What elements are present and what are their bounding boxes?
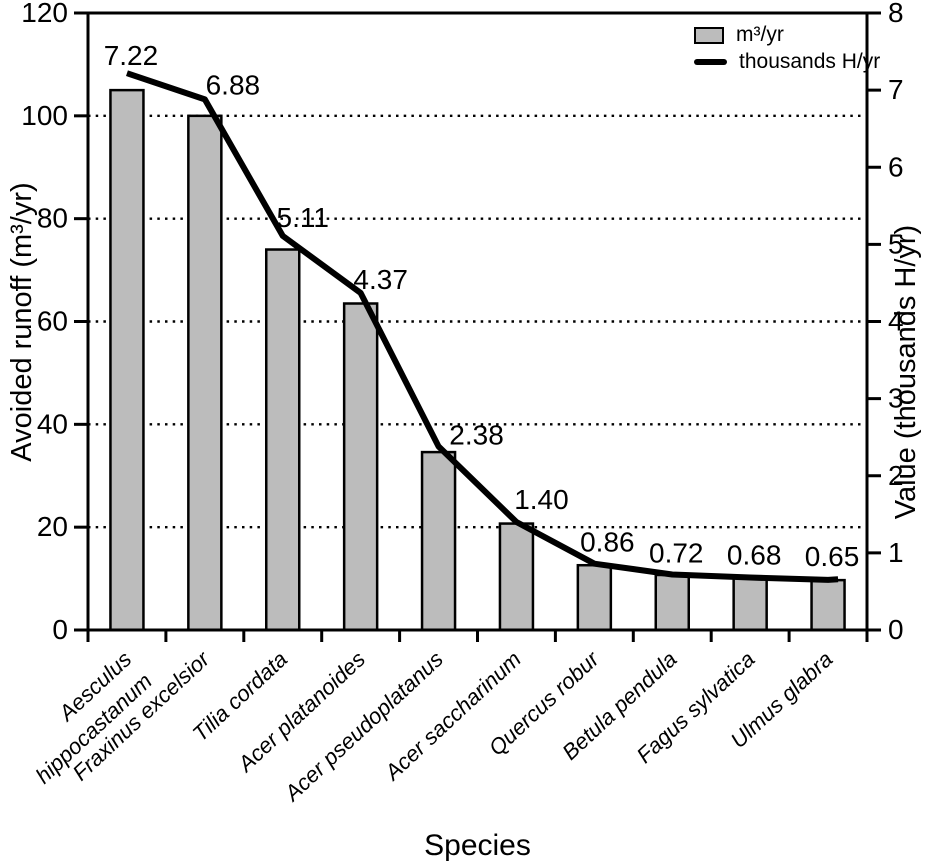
bar [576,563,613,632]
left-axis-tick-label: 100 [21,100,68,131]
legend-label-line-series: thousands H/yr [739,50,881,73]
data-point-label: 0.86 [580,527,635,558]
left-axis-tick-label: 60 [37,306,68,337]
x-category-label-line: Acer saccharinum [379,646,526,786]
trend-line [125,70,839,583]
data-point-label: 1.40 [514,484,569,515]
data-point-label: 0.65 [805,541,860,572]
x-axis-title: Species [424,829,531,862]
bar [498,522,535,632]
data-point-label: 5.11 [277,202,329,233]
bar-series-swatch [694,26,724,44]
bar [265,248,301,632]
data-point-label: 0.72 [649,537,704,568]
right-axis-tick-label: 6 [888,151,904,182]
x-category-label: Acer saccharinum [379,646,526,786]
legend-row-bar-series: m³/yr [694,23,880,46]
data-point-label: 4.37 [353,264,408,295]
right-axis-tick-label: 4 [888,306,904,337]
bar [654,573,690,632]
data-point-label: 7.22 [104,40,159,71]
x-category-label: Acer platanoides [232,646,370,777]
line-series-swatch [694,59,727,65]
left-axis-tick-label: 80 [37,203,68,234]
left-axis-tick-label: 20 [37,511,68,542]
bar [732,576,768,632]
legend-label-bar-series: m³/yr [736,23,784,46]
data-point-label: 6.88 [206,69,261,100]
bar [109,88,145,632]
x-category-label-line: Acer platanoides [232,646,370,777]
right-axis-tick-label: 3 [888,383,904,414]
left-axis-tick-label: 120 [21,0,68,28]
right-axis-tick-label: 5 [888,228,904,259]
data-point-label: 2.38 [449,419,504,450]
bar [187,114,223,632]
data-point-label: 0.68 [727,540,782,571]
left-axis-tick-label: 40 [37,408,68,439]
bar [342,302,379,632]
legend-row-line-series: thousands H/yr [694,50,881,73]
right-axis-tick-label: 0 [888,614,904,645]
right-axis-tick-label: 1 [888,537,904,568]
right-axis-title: Value (thousands H/yr) [890,225,922,519]
legend: m³/yr thousands H/yr [694,23,881,73]
right-axis-tick-label: 7 [888,74,904,105]
bar [810,578,846,632]
right-axis-tick-label: 8 [888,0,904,28]
left-axis-tick-label: 0 [52,614,68,645]
right-axis-tick-label: 2 [888,460,904,491]
left-axis-title: Avoided runoff (m³/yr) [6,182,38,461]
bar [420,450,457,632]
